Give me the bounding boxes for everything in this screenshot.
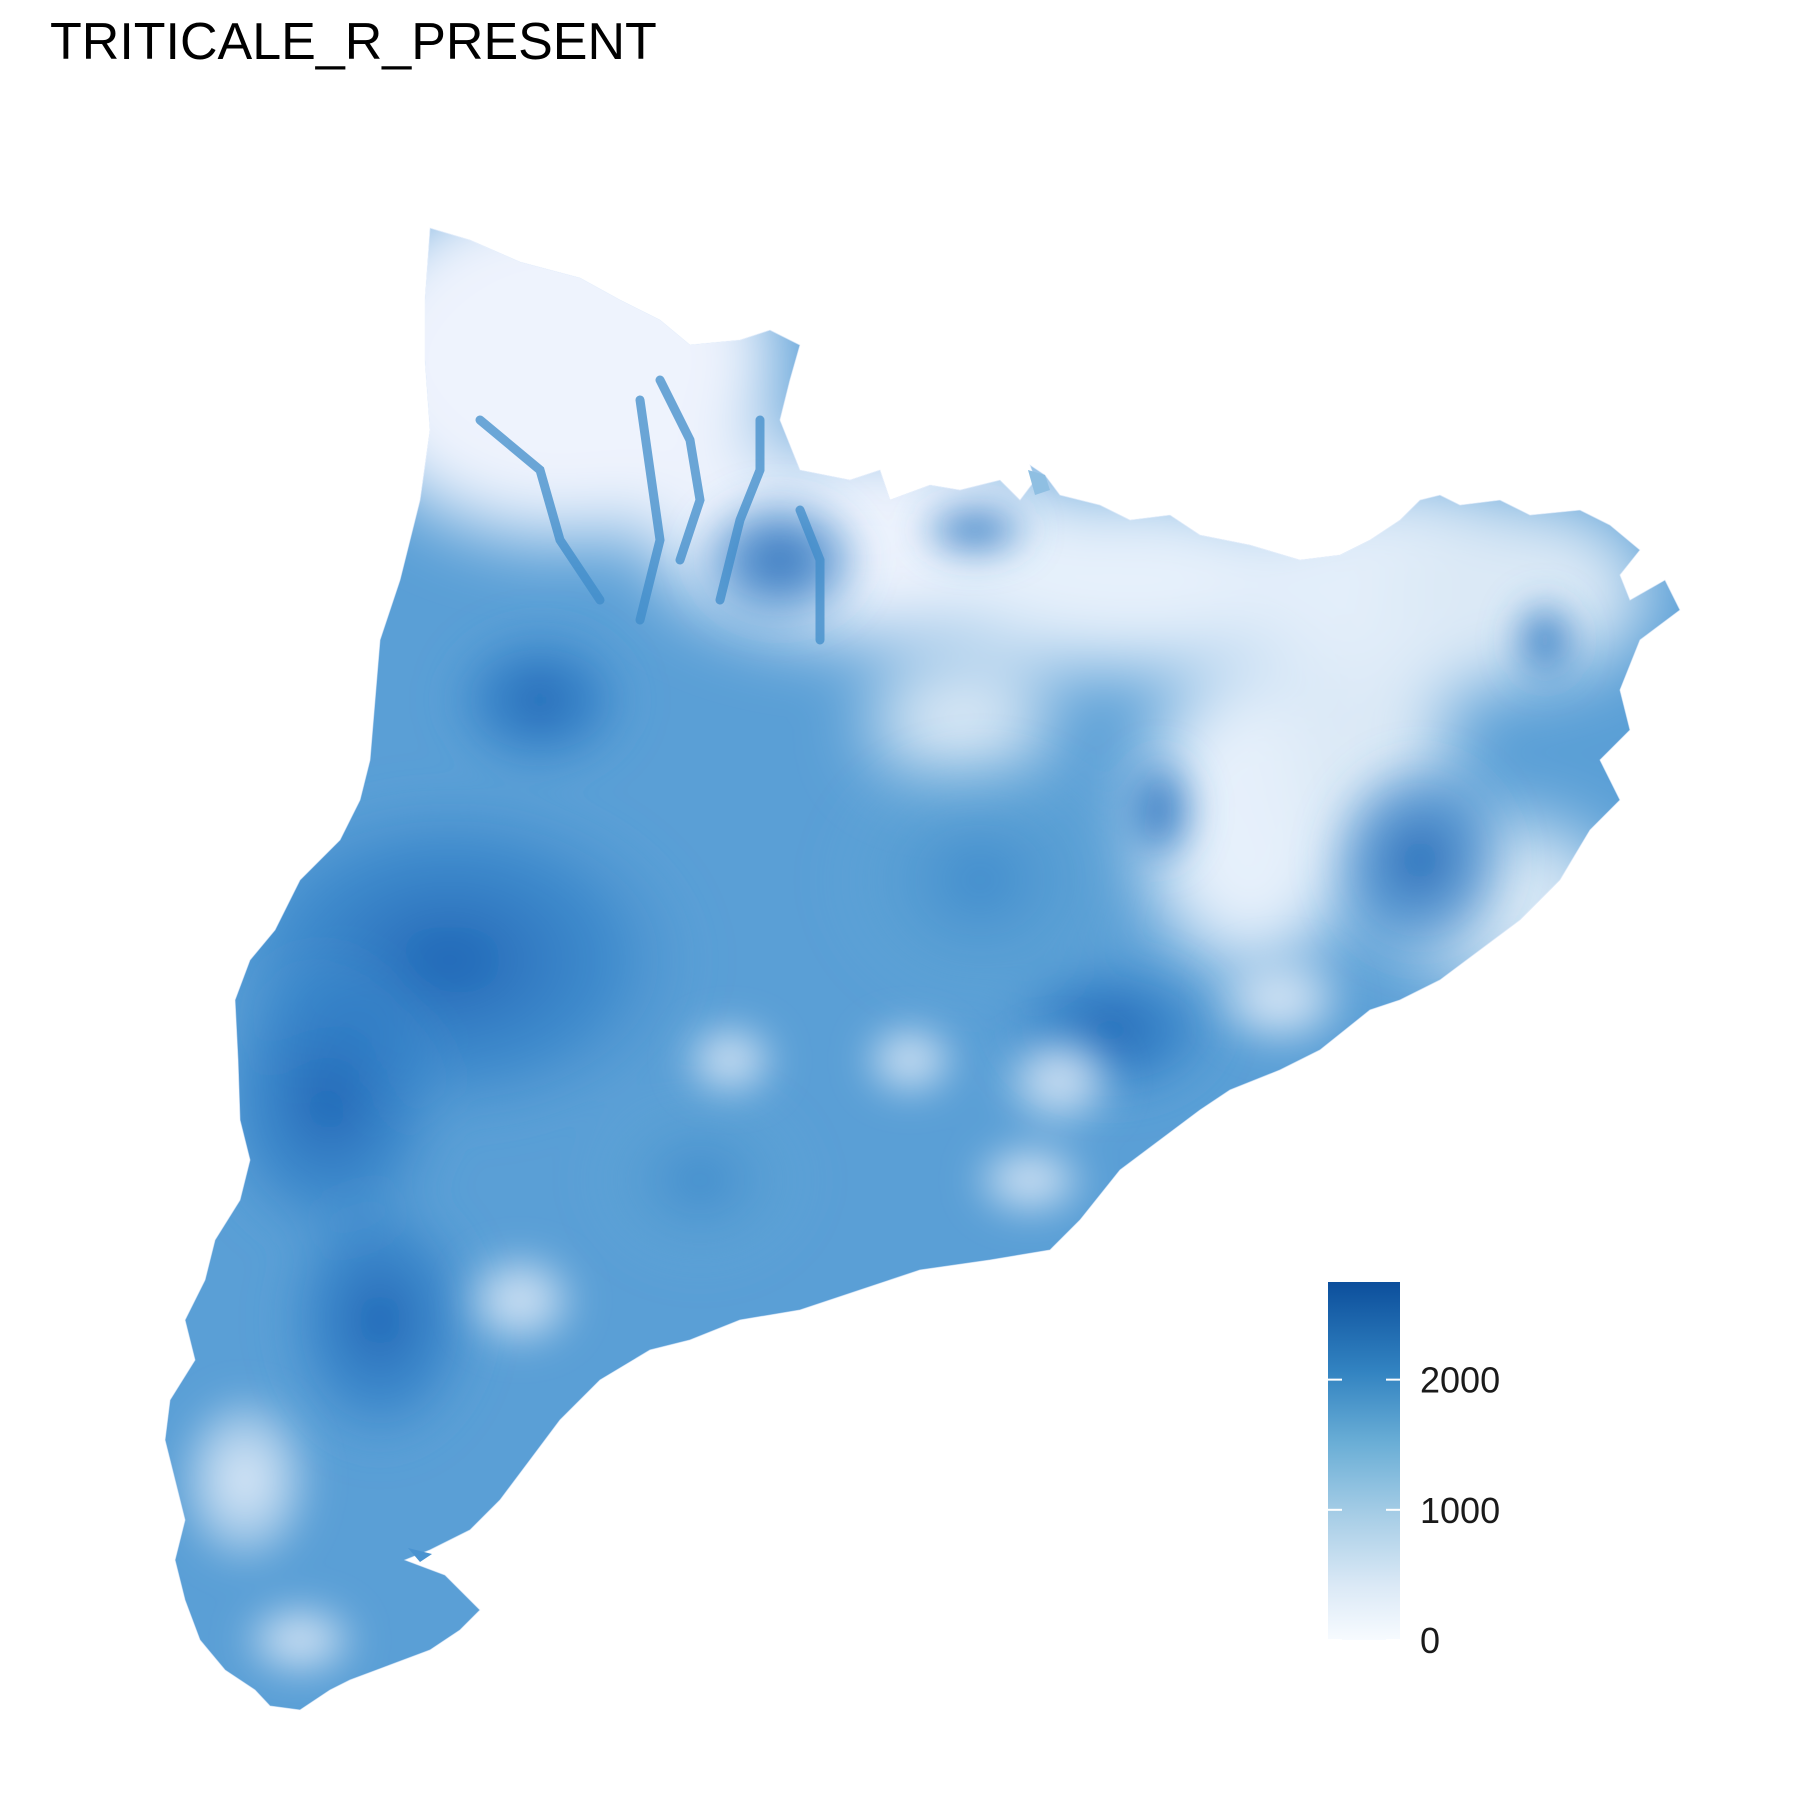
map-title: TRITICALE_R_PRESENT xyxy=(50,13,657,71)
legend-tick-label: 0 xyxy=(1420,1620,1440,1661)
legend-colorbar xyxy=(1328,1282,1400,1640)
region-islet xyxy=(408,1548,432,1562)
legend-tick-label: 2000 xyxy=(1420,1360,1500,1401)
legend-tick-label: 1000 xyxy=(1420,1490,1500,1531)
legend-ticks xyxy=(1328,1378,1400,1641)
region-map xyxy=(164,227,1681,1711)
region-islet xyxy=(1028,470,1050,495)
central-dark-zone xyxy=(190,490,1580,1460)
light-pockets xyxy=(175,950,1350,1680)
legend-labels: 0 1000 2000 xyxy=(1420,1360,1500,1661)
river-valleys xyxy=(475,375,825,645)
color-legend: 0 1000 2000 xyxy=(1328,1282,1500,1661)
